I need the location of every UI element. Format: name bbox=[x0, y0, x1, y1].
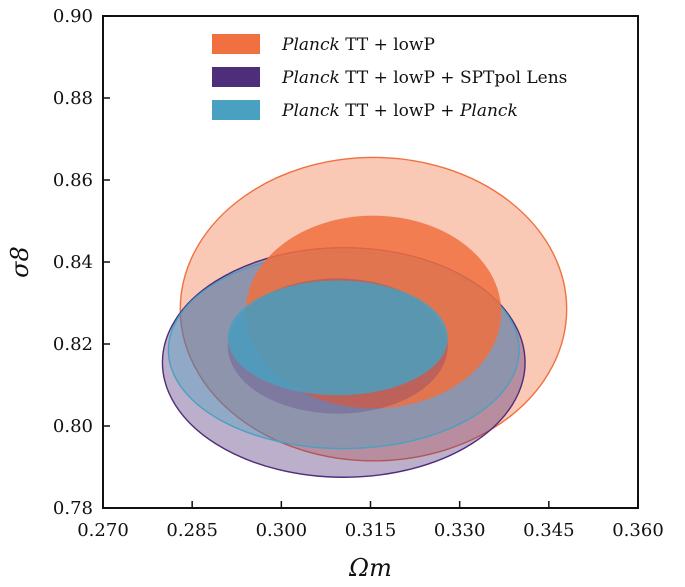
x-tick-label: 0.345 bbox=[523, 520, 575, 541]
y-tick-label: 0.86 bbox=[53, 170, 93, 191]
contour-68-series-3 bbox=[227, 280, 448, 396]
legend-entry-3: Planck TT + lowP + Planck bbox=[281, 101, 518, 121]
y-tick-label: 0.82 bbox=[53, 334, 93, 355]
legend-patch-2 bbox=[212, 67, 260, 87]
contours-layer bbox=[161, 156, 568, 478]
y-tick-label: 0.78 bbox=[53, 498, 93, 519]
legend-entry-1: Planck TT + lowP bbox=[281, 35, 435, 55]
x-axis-label: Ωm bbox=[348, 554, 392, 582]
y-tick-label: 0.84 bbox=[53, 252, 93, 273]
x-tick-label: 0.300 bbox=[256, 520, 308, 541]
x-tick-label: 0.285 bbox=[166, 520, 218, 541]
x-tick-label: 0.360 bbox=[612, 520, 664, 541]
y-tick-label: 0.88 bbox=[53, 88, 93, 109]
legend-patch-3 bbox=[212, 100, 260, 120]
ticks: 0.270 0.285 0.300 0.315 0.330 0.345 0.360 0.78 0… bbox=[53, 6, 664, 541]
y-tick-label: 0.90 bbox=[53, 6, 93, 27]
legend-patch-1 bbox=[212, 34, 260, 54]
x-tick-label: 0.270 bbox=[77, 520, 129, 541]
x-tick-label: 0.315 bbox=[345, 520, 397, 541]
legend: Planck TT + lowP Planck TT + lowP + SPTpo… bbox=[212, 34, 567, 121]
y-tick-label: 0.80 bbox=[53, 416, 93, 437]
x-tick-label: 0.330 bbox=[434, 520, 486, 541]
legend-entry-2: Planck TT + lowP + SPTpol Lens bbox=[281, 68, 567, 88]
y-axis-label: σ8 bbox=[6, 246, 34, 278]
